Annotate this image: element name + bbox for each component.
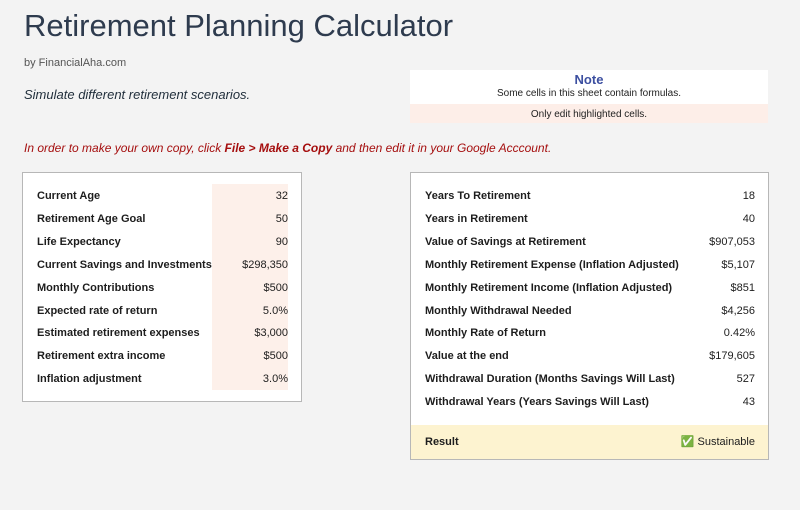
row-label: Monthly Retirement Expense (Inflation Ad… — [425, 258, 679, 271]
note-highlight: Only edit highlighted cells. — [530, 109, 648, 120]
instruction-text: and then edit it in your Google Acccount… — [332, 141, 552, 155]
row-label: Current Savings and Investments — [37, 258, 212, 271]
input-highlight — [212, 184, 288, 390]
row-value: 18 — [742, 190, 755, 202]
row-label: Withdrawal Years (Years Savings Will Las… — [425, 396, 649, 409]
row-value: $851 — [730, 281, 755, 294]
row-label: Years in Retirement — [425, 212, 528, 225]
row-label: Estimated retirement expenses — [37, 327, 200, 340]
row-value: $4,256 — [721, 304, 755, 317]
row-label: Retirement extra income — [37, 350, 166, 363]
row-value: 527 — [736, 373, 755, 386]
row-value: 40 — [742, 212, 755, 225]
subtitle: Simulate different retirement scenarios. — [24, 87, 251, 102]
row-value: 3.0% — [262, 373, 288, 386]
title: Retirement Planning Calculator — [24, 8, 454, 43]
row-label: Retirement Age Goal — [37, 212, 146, 225]
row-label: Expected rate of return — [37, 304, 158, 317]
note-box — [410, 70, 768, 104]
row-label: Monthly Contributions — [37, 281, 155, 294]
row-label: Value of Savings at Retirement — [425, 235, 586, 248]
row-value: 90 — [275, 235, 288, 248]
note-title: Note — [574, 72, 604, 87]
row-value: 5.0% — [262, 304, 288, 317]
row-value: $907,053 — [709, 235, 755, 248]
row-label: Inflation adjustment — [37, 373, 142, 386]
row-value: $3,000 — [254, 327, 288, 340]
row-label: Withdrawal Duration (Months Savings Will… — [425, 373, 675, 386]
note-highlight-box — [410, 104, 768, 123]
row-label: Monthly Rate of Return — [425, 327, 546, 340]
result-row — [411, 425, 768, 459]
row-label: Life Expectancy — [37, 235, 121, 248]
row-label: Years To Retirement — [425, 190, 531, 202]
row-label: Value at the end — [425, 350, 509, 363]
row-value: 32 — [275, 190, 288, 202]
row-value: 0.42% — [723, 327, 755, 340]
byline: by FinancialAha.com — [24, 57, 127, 69]
row-value: 43 — [742, 396, 755, 409]
row-label: Monthly Retirement Income (Inflation Adj… — [425, 281, 673, 294]
instruction-bold: File > Make a Copy — [224, 141, 333, 155]
row-value: $298,350 — [242, 258, 288, 271]
row-value: 50 — [275, 212, 288, 225]
row-value: $179,605 — [709, 350, 755, 363]
result-label: Result — [425, 436, 459, 448]
outputs-box: Result ✅ Sustainable Years To Retirement… — [410, 172, 769, 460]
row-label: Monthly Withdrawal Needed — [425, 304, 572, 317]
inputs-box: Current Age 32 Retirement Age Goal 50 Life E… — [22, 172, 302, 402]
row-value: $500 — [263, 350, 288, 363]
row-value: $5,107 — [721, 258, 755, 271]
instruction: In order to make your own copy, click Fi… — [24, 141, 551, 155]
result-value: ✅ Sustainable — [680, 436, 755, 448]
row-value: $500 — [263, 281, 288, 294]
note-line: Some cells in this sheet contain formula… — [497, 88, 681, 99]
row-label: Current Age — [37, 190, 101, 202]
instruction-text: In order to make your own copy, click — [24, 141, 225, 155]
